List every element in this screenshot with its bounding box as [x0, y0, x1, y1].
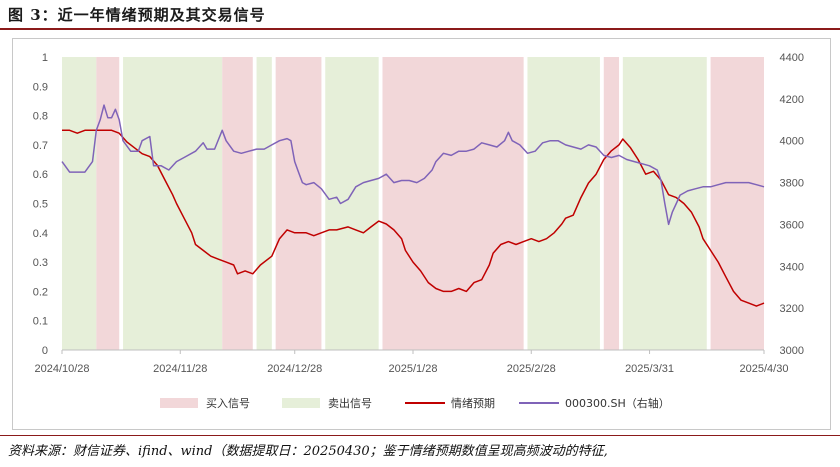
y-left-tick-1: 0.1: [33, 316, 48, 328]
legend: 买入信号 卖出信号 情绪预期 000300.SH（右轴）: [160, 396, 670, 410]
sell-band-4: [256, 57, 272, 350]
y-right-tick-6: 4200: [780, 94, 804, 106]
y-right-tick-1: 3200: [780, 303, 804, 315]
sell-band-2: [123, 57, 223, 350]
x-tick-label-5: 2025/3/31: [625, 363, 674, 375]
buy-band-1: [96, 57, 120, 350]
y-left-tick-8: 0.8: [33, 111, 48, 123]
y-left-tick-10: 1: [42, 52, 48, 64]
figure-title: 图 3：近一年情绪预期及其交易信号: [8, 6, 266, 24]
y-right-tick-5: 4000: [780, 136, 804, 148]
y-right-tick-2: 3400: [780, 261, 804, 273]
y-right-tick-0: 3000: [780, 345, 804, 357]
legend-buy-label: 买入信号: [206, 397, 250, 410]
index-line: [61, 104, 765, 226]
axes: 0 0.1 0.2 0.3 0.4 0.5 0.6 0.7 0.8 0.9 1 3000 3200 340…: [33, 52, 804, 375]
sell-band-6: [325, 57, 379, 350]
buy-band-7: [382, 57, 524, 350]
x-tick-label-0: 2024/10/28: [34, 363, 89, 375]
sell-band-8: [527, 57, 600, 350]
x-tick-label-6: 2025/4/30: [740, 363, 789, 375]
x-tick-label-4: 2025/2/28: [507, 363, 556, 375]
y-left-tick-9: 0.9: [33, 81, 48, 93]
chart-frame: [12, 38, 831, 430]
y-left-tick-7: 0.7: [33, 140, 48, 152]
y-left-tick-3: 0.3: [33, 257, 48, 269]
y-left-tick-2: 0.2: [33, 286, 48, 298]
x-tick-label-3: 2025/1/28: [389, 363, 438, 375]
title-rule: [0, 28, 840, 30]
source-rule: [0, 435, 840, 436]
buy-band-3: [222, 57, 253, 350]
buy-band-11: [710, 57, 764, 350]
series-lines: [61, 104, 765, 307]
y-left-tick-4: 0.4: [33, 228, 48, 240]
legend-sentiment-label: 情绪预期: [451, 396, 495, 410]
buy-band-5: [275, 57, 322, 350]
sell-band-0: [62, 57, 97, 350]
signal-bands: [62, 57, 764, 350]
sentiment-line: [62, 129, 765, 307]
y-right-tick-7: 4400: [780, 52, 804, 64]
y-right-tick-3: 3600: [780, 219, 804, 231]
legend-buy-swatch: [160, 398, 198, 408]
x-tick-label-1: 2024/11/28: [153, 363, 207, 375]
legend-sell-label: 卖出信号: [328, 396, 372, 410]
y-left-tick-0: 0: [42, 345, 48, 357]
y-left-tick-5: 0.5: [33, 199, 48, 211]
legend-index-label: 000300.SH（右轴）: [565, 396, 670, 410]
y-right-tick-4: 3800: [780, 178, 804, 190]
x-tick-label-2: 2024/12/28: [267, 363, 322, 375]
source-note: 资料来源：财信证券、ifind、wind（数据提取日：20250430；鉴于情绪…: [8, 444, 608, 459]
y-left-tick-6: 0.6: [33, 169, 48, 181]
buy-band-9: [603, 57, 620, 350]
legend-sell-swatch: [282, 398, 320, 408]
